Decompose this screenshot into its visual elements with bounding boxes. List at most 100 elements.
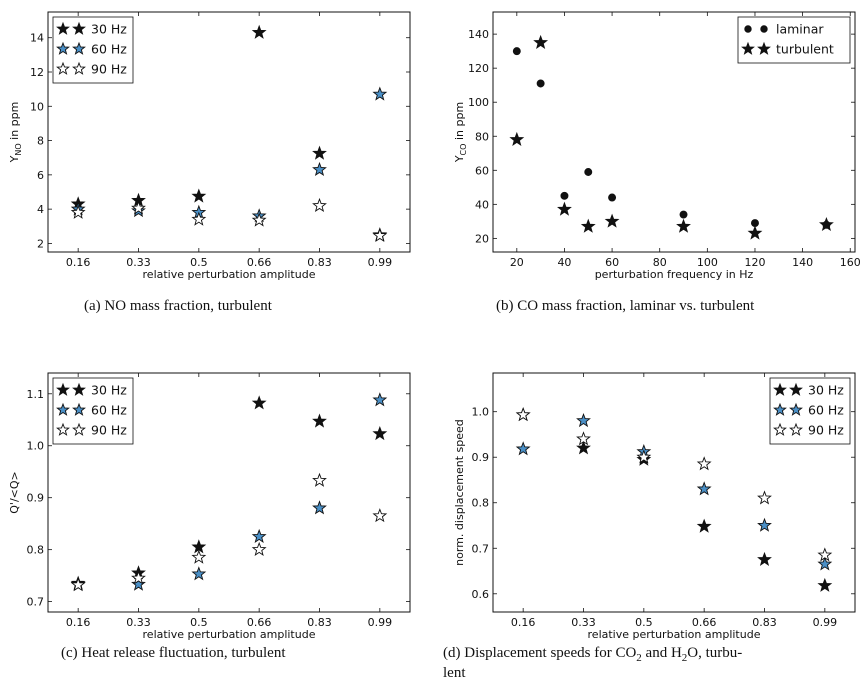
data-point [312, 500, 327, 515]
data-point [819, 216, 834, 232]
data-point [372, 227, 388, 243]
data-point [576, 440, 591, 455]
y-tick-label: 0.7 [27, 596, 45, 609]
x-tick-label: 0.99 [813, 616, 838, 629]
data-point [608, 193, 617, 202]
legend-marker [72, 61, 86, 75]
legend: 30 Hz 60 Hz 90 Hz [769, 377, 851, 445]
legend-label: 30 Hz [808, 383, 844, 398]
legend-marker [56, 382, 70, 396]
x-tick-label: 0.16 [66, 256, 91, 269]
x-tick-label: 0.66 [247, 256, 272, 269]
y-axis-label-main: Y [8, 155, 21, 163]
y-axis-label-main: norm. displacement speed [453, 419, 466, 566]
y-tick-label: 20 [475, 232, 489, 245]
legend-marker [56, 61, 70, 75]
data-point [696, 518, 712, 533]
data-point [576, 413, 591, 428]
data-point [312, 161, 327, 177]
x-tick-label: 0.16 [511, 616, 536, 629]
legend-marker [72, 402, 86, 416]
data-point [817, 556, 833, 571]
y-axis-label-main: Q'/<Q> [8, 471, 21, 513]
data-point [191, 188, 207, 203]
data-point [131, 576, 146, 591]
data-point [580, 218, 596, 233]
legend-label: 60 Hz [808, 403, 844, 418]
x-tick-label: 0.5 [635, 616, 653, 629]
data-point [747, 225, 763, 240]
x-axis-label: relative perturbation amplitude [143, 628, 316, 641]
caption-d-line2: lent [443, 665, 466, 681]
legend-marker [72, 382, 86, 396]
legend-label: turbulent [776, 42, 834, 57]
legend-label: 90 Hz [91, 423, 127, 438]
y-tick-label: 14 [30, 32, 44, 45]
data-point [131, 570, 146, 585]
series-30-hz [70, 395, 388, 590]
data-point [679, 210, 688, 219]
legend-marker [760, 25, 768, 33]
data-point [251, 24, 267, 39]
series-90-hz [515, 407, 833, 562]
series-90-hz [70, 197, 388, 243]
x-axis-label: perturbation frequency in Hz [595, 268, 754, 281]
x-tick-label: 0.33 [126, 616, 151, 629]
y-tick-label: 40 [475, 198, 489, 211]
data-point [372, 86, 388, 101]
y-tick-label: 100 [468, 96, 489, 109]
legend: laminar turbulent [737, 16, 851, 64]
caption-a: (a) NO mass fraction, turbulent [84, 298, 272, 314]
data-point [131, 200, 146, 215]
data-point [312, 145, 327, 160]
y-tick-label: 6 [37, 169, 44, 182]
data-point [533, 34, 549, 49]
data-point [191, 211, 207, 226]
legend-marker [56, 41, 70, 55]
y-tick-label: 0.8 [472, 497, 490, 510]
legend-label: 30 Hz [91, 22, 127, 37]
x-tick-label: 0.83 [307, 256, 332, 269]
y-axis-label-suffix: in ppm [8, 102, 21, 144]
data-point [696, 456, 712, 471]
x-tick-label: 0.83 [752, 616, 777, 629]
data-point [312, 197, 327, 213]
caption-d: (d) Displacement speeds for CO2 and H2O,… [443, 645, 742, 664]
data-point [515, 441, 531, 456]
data-point [817, 577, 833, 592]
legend-marker [741, 41, 755, 55]
x-tick-label: 0.5 [190, 616, 208, 629]
x-tick-label: 0.33 [126, 256, 151, 269]
data-point [604, 213, 620, 228]
data-point [509, 131, 525, 146]
y-tick-label: 2 [37, 237, 44, 250]
x-tick-label: 20 [510, 256, 524, 269]
legend-marker [773, 402, 787, 416]
y-axis-label-main: Y [453, 155, 466, 163]
data-point [557, 201, 572, 216]
x-tick-label: 120 [744, 256, 765, 269]
legend-marker [72, 422, 86, 436]
series-turbulent [509, 34, 834, 240]
data-point [757, 551, 772, 566]
x-tick-label: 0.83 [307, 616, 332, 629]
caption-c: (c) Heat release fluctuation, turbulent [61, 645, 286, 661]
y-tick-label: 12 [30, 66, 44, 79]
legend-marker [773, 422, 787, 436]
y-axis-label-sub: CO [459, 144, 468, 156]
x-tick-label: 100 [697, 256, 718, 269]
legend-marker [789, 382, 803, 396]
caption-d-mid: and H [641, 645, 682, 661]
y-tick-label: 1.0 [27, 440, 45, 453]
x-tick-label: 0.66 [692, 616, 717, 629]
x-tick-label: 160 [840, 256, 861, 269]
data-point [536, 79, 545, 88]
y-tick-label: 10 [30, 100, 44, 113]
x-tick-label: 0.66 [247, 616, 272, 629]
data-point [251, 541, 267, 556]
data-point [372, 426, 388, 441]
legend-marker [757, 41, 771, 55]
chart-d: 0.6 0.7 0.8 0.9 1.0 0.16 0.33 0.5 0.66 0.83 0.99 re… [453, 372, 856, 641]
plot-frame [47, 11, 411, 253]
x-tick-label: 0.99 [368, 616, 393, 629]
